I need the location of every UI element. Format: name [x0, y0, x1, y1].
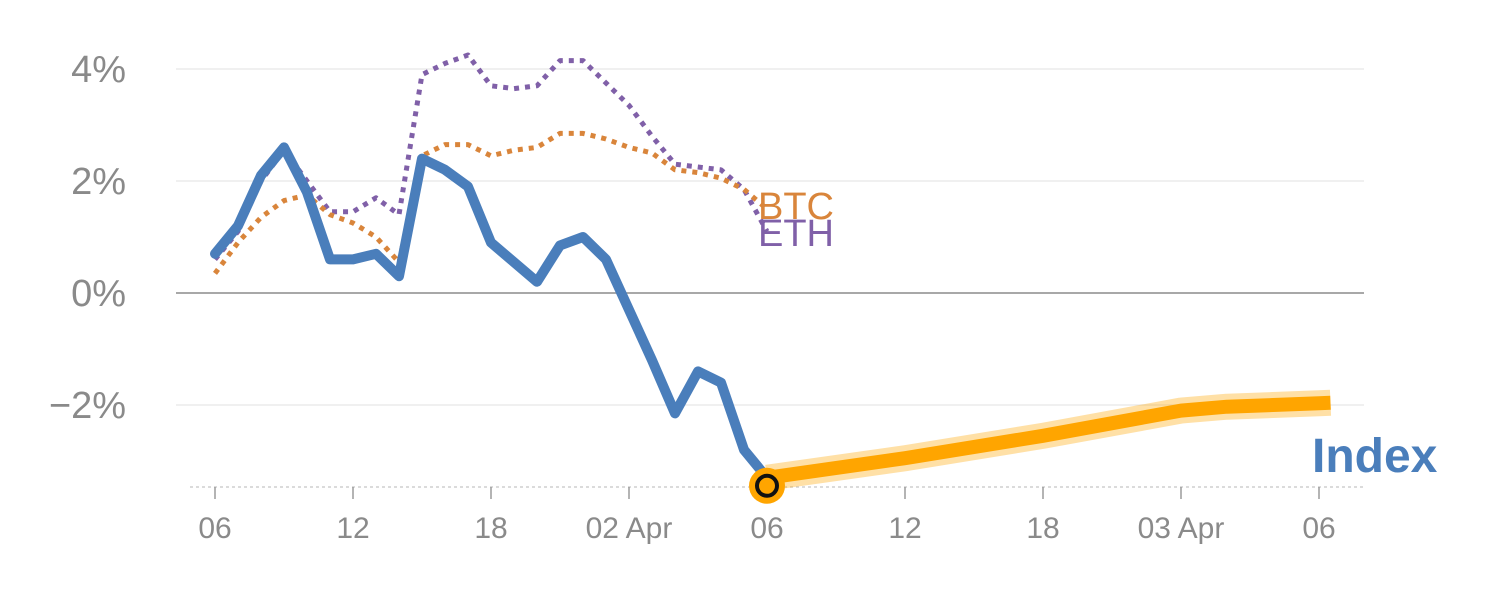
series-label-btc: BTC: [758, 186, 834, 228]
y-tick-label: 2%: [71, 161, 126, 203]
x-tick-label: 18: [474, 512, 507, 545]
x-tick-label: 02 Apr: [586, 512, 673, 545]
series-labels: BTC ETH Index: [758, 186, 1438, 483]
x-tick-label: 06: [750, 512, 783, 545]
series-lines: [210, 52, 1332, 504]
series-label-index: Index: [1312, 430, 1438, 483]
y-tick-label: −2%: [49, 385, 126, 427]
series-line-index: [210, 142, 772, 483]
series-line-eth: [213, 52, 770, 261]
series-line-btc: [212, 130, 769, 275]
y-tick-label: 0%: [71, 273, 126, 315]
current-point-marker: [755, 473, 779, 498]
x-tick-label: 12: [336, 512, 369, 545]
x-tick-label: 12: [888, 512, 921, 545]
gridlines: [176, 68, 1364, 406]
x-tick-label: 18: [1026, 512, 1059, 545]
x-tick-label: 06: [1302, 512, 1335, 545]
y-axis-ticks: 4% 2% 0% −2%: [49, 49, 126, 427]
x-tick-label: 03 Apr: [1138, 512, 1225, 545]
forecast-line: [766, 395, 1331, 485]
y-tick-label: 4%: [71, 49, 126, 91]
x-axis: 06 12 18 02 Apr 06 12 18 03 Apr 06: [190, 486, 1366, 545]
series-label-eth: ETH: [758, 213, 834, 255]
x-tick-label: 06: [198, 512, 231, 545]
